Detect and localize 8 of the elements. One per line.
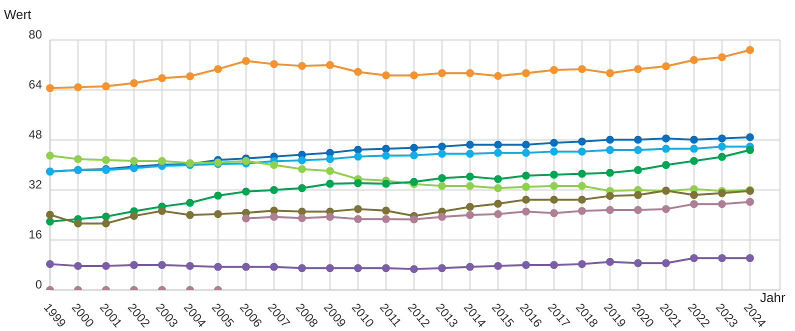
y-tick-label: 0 xyxy=(35,277,42,292)
y-axis-title: Wert xyxy=(4,7,32,22)
y-tick-label: 32 xyxy=(28,177,42,192)
y-tick-label: 48 xyxy=(28,127,42,142)
x-axis-title: Jahr xyxy=(760,290,786,305)
y-tick-label: 80 xyxy=(28,27,42,42)
y-tick-label: 64 xyxy=(28,77,42,92)
y-tick-label: 16 xyxy=(28,227,42,242)
